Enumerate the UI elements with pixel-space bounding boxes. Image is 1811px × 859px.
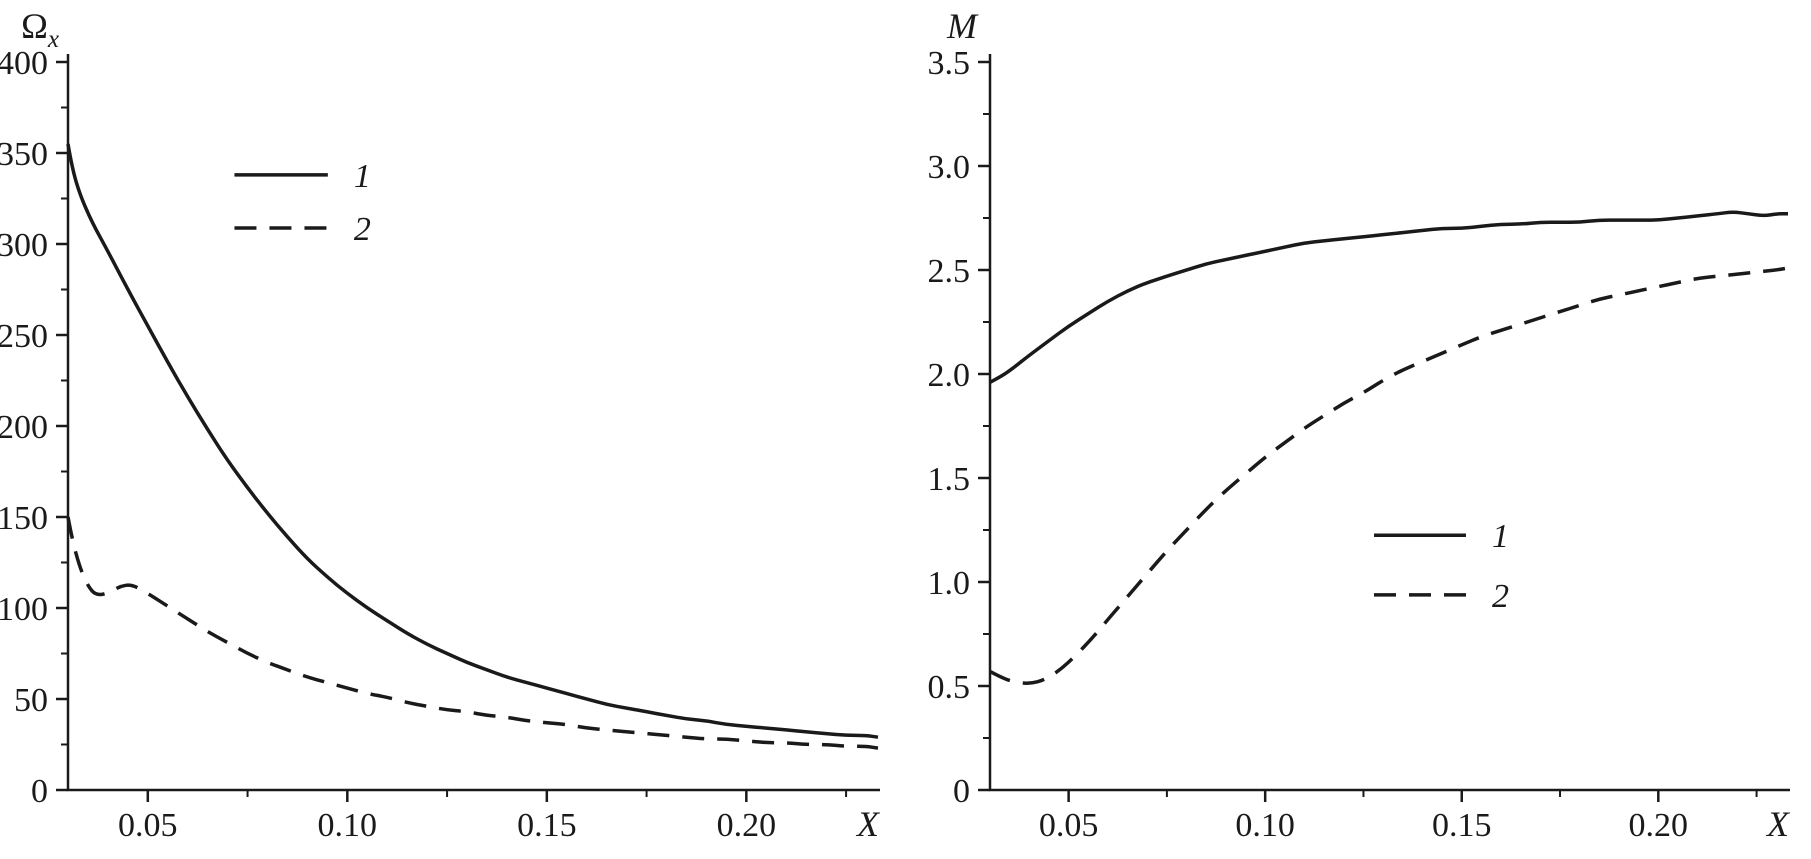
y-tick-label: 3.5 xyxy=(928,45,971,82)
y-tick-label: 0 xyxy=(31,773,48,810)
x-tick-label: 0.15 xyxy=(517,807,577,844)
m-chart-svg: 0 0.5 1.0 1.5 2.0 2.5 3.0 3.5 0.05 0.10 0.15 0.20 1 2… xyxy=(928,6,1792,844)
omega-x-chart-svg: 0 50 100 150 200 250 300 350 400 0.05 0.10 0.15 0.20… xyxy=(0,6,881,844)
series-2-dashed-line xyxy=(989,266,1789,685)
m-vs-x-chart: 0 0.5 1.0 1.5 2.0 2.5 3.0 3.5 0.05 0.10 0.15 0.20 1 2… xyxy=(905,0,1811,859)
x-tick-label: 0.15 xyxy=(1432,807,1492,844)
y-tick-label: 0 xyxy=(953,773,970,810)
x-tick-label: 0.20 xyxy=(717,807,777,844)
y-tick-label: 300 xyxy=(0,227,48,264)
x-axis-title: X xyxy=(855,804,881,844)
y-axis-title: Ωx xyxy=(21,6,59,53)
x-tick-label: 0.05 xyxy=(118,807,178,844)
y-tick-label: 3.0 xyxy=(928,149,971,186)
x-tick-label: 0.10 xyxy=(1235,807,1295,844)
y-tick-label: 200 xyxy=(0,409,48,446)
y-tick-label: 1.5 xyxy=(928,461,971,498)
y-axis-title: M xyxy=(946,6,979,46)
series-2-dashed-line xyxy=(66,516,879,750)
y-tick-label: 2.0 xyxy=(928,357,971,394)
x-tick-label: 0.20 xyxy=(1629,807,1689,844)
y-tick-label: 350 xyxy=(0,136,48,173)
x-axis-title: X xyxy=(1765,804,1791,844)
y-tick-label: 2.5 xyxy=(928,253,971,290)
x-tick-label: 0.05 xyxy=(1039,807,1099,844)
legend-label-2: 2 xyxy=(354,211,371,248)
y-tick-label: 150 xyxy=(0,500,48,537)
axes-spines xyxy=(988,54,1790,792)
legend-label-1: 1 xyxy=(1492,518,1509,555)
y-tick-label: 1.0 xyxy=(928,565,971,602)
legend-label-2: 2 xyxy=(1492,578,1509,615)
y-tick-label: 50 xyxy=(14,682,48,719)
axes-spines xyxy=(66,54,880,792)
y-tick-label: 100 xyxy=(0,591,48,628)
series-1-solid-line xyxy=(66,143,879,739)
series-1-solid-line xyxy=(989,210,1788,384)
x-tick-label: 0.10 xyxy=(318,807,378,844)
legend-label-1: 1 xyxy=(354,158,371,195)
y-tick-label: 0.5 xyxy=(928,669,971,706)
omega-x-vs-x-chart: 0 50 100 150 200 250 300 350 400 0.05 0.10 0.15 0.20… xyxy=(0,0,905,859)
y-tick-label: 400 xyxy=(0,45,48,82)
y-tick-label: 250 xyxy=(0,318,48,355)
